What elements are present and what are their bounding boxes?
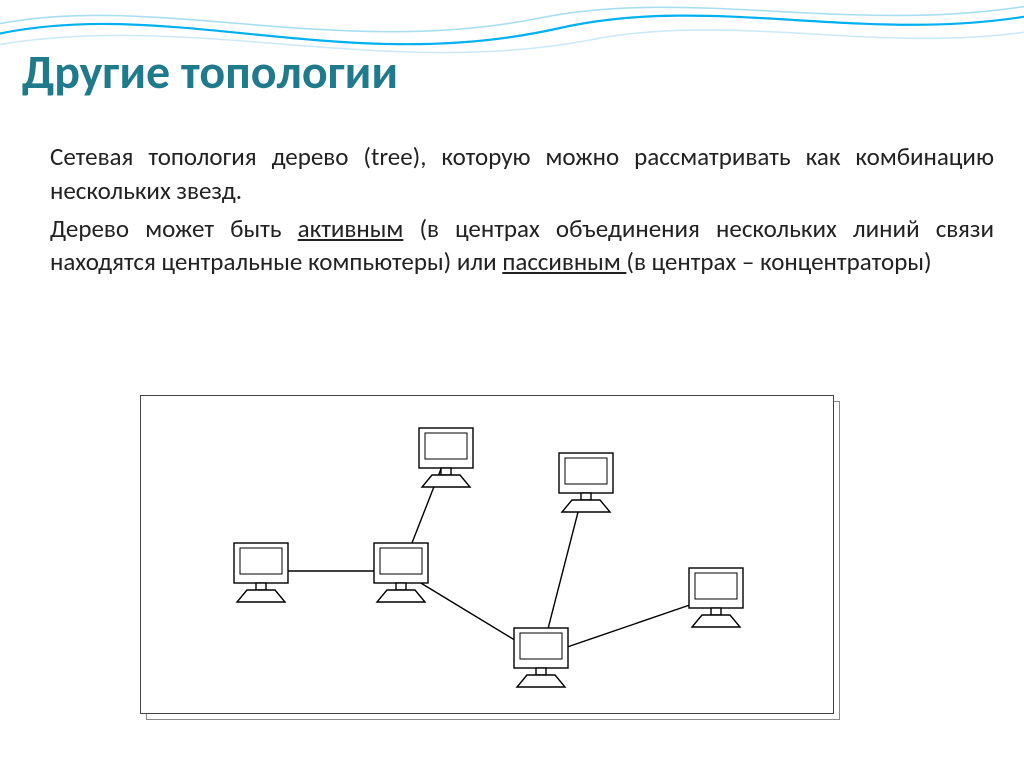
computer-icon	[559, 453, 613, 512]
underline-active: активным	[298, 213, 404, 244]
computer-icon	[234, 543, 288, 602]
computer-icon	[374, 543, 428, 602]
edges-group	[261, 456, 716, 656]
body-text: Сетевая топология дерево (tree), которую…	[50, 140, 994, 283]
title-text: Другие топологии	[22, 42, 398, 101]
slide-title: Другие топологии	[22, 42, 398, 101]
computer-icon	[419, 428, 473, 487]
diagram-frame	[140, 395, 840, 720]
nodes-group	[234, 428, 743, 687]
paragraph-2: Дерево может быть активным (в центрах об…	[50, 212, 994, 280]
computer-icon	[514, 628, 568, 687]
underline-passive: пассивным	[502, 246, 626, 277]
slide: Другие топологии Сетевая топология дерев…	[0, 0, 1024, 767]
computer-icon	[689, 568, 743, 627]
paragraph-1: Сетевая топология дерево (tree), которую…	[50, 140, 994, 208]
diagram-box	[140, 395, 834, 714]
network-diagram	[141, 396, 835, 715]
